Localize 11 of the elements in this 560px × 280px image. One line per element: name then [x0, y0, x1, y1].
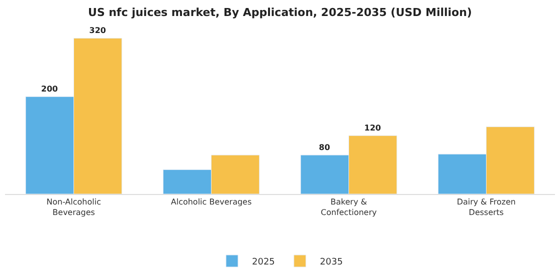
- data-label: 320: [89, 26, 106, 36]
- chart-title: US nfc juices market, By Application, 2025-2035 (USD Million): [88, 6, 472, 20]
- x-tick-label: Bakery & Confectionery: [320, 198, 377, 217]
- data-label: 80: [318, 143, 330, 152]
- data-label: 120: [364, 124, 382, 133]
- legend-label: 2035: [320, 257, 343, 268]
- x-tick-label: Alcoholic Beverages: [170, 198, 252, 207]
- data-label: 200: [41, 84, 58, 94]
- legend-label: 2025: [252, 257, 275, 268]
- x-tick-label: Non-Alcoholic Beverages: [46, 198, 101, 217]
- x-tick-label: Dairy & Frozen Desserts: [456, 198, 516, 217]
